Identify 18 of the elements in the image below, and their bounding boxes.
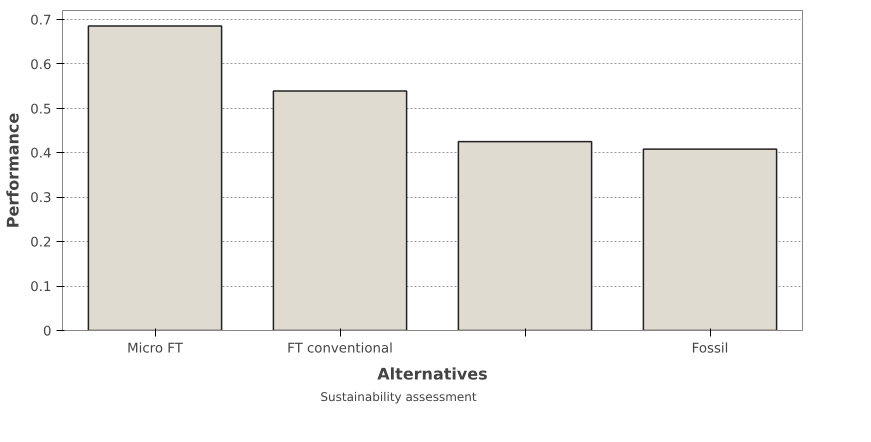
- bar: [642, 148, 778, 330]
- x-axis-title: Alternatives: [377, 364, 488, 384]
- text: Sustainability assessment: [320, 390, 477, 404]
- y-axis-title: Performance: [3, 112, 22, 228]
- y-tick-label: 0.1: [30, 280, 52, 296]
- y-tick-label: 0.4: [30, 146, 52, 162]
- x-tick-label: Fossil: [692, 342, 728, 356]
- bar: [458, 140, 592, 330]
- x-tick-label: FT conventional: [287, 342, 393, 356]
- y-tick-label: 0: [43, 324, 52, 340]
- y-tick-label: 0.2: [30, 236, 52, 251]
- x-tick-label: Micro FT: [127, 342, 184, 356]
- y-tick-label: 0.5: [30, 102, 52, 118]
- bar: [272, 90, 408, 330]
- y-tick-label: 0.3: [30, 191, 52, 206]
- y-tick-label: 0.6: [30, 58, 52, 73]
- bar: [88, 25, 222, 330]
- y-tick-label: 0.7: [30, 13, 52, 28]
